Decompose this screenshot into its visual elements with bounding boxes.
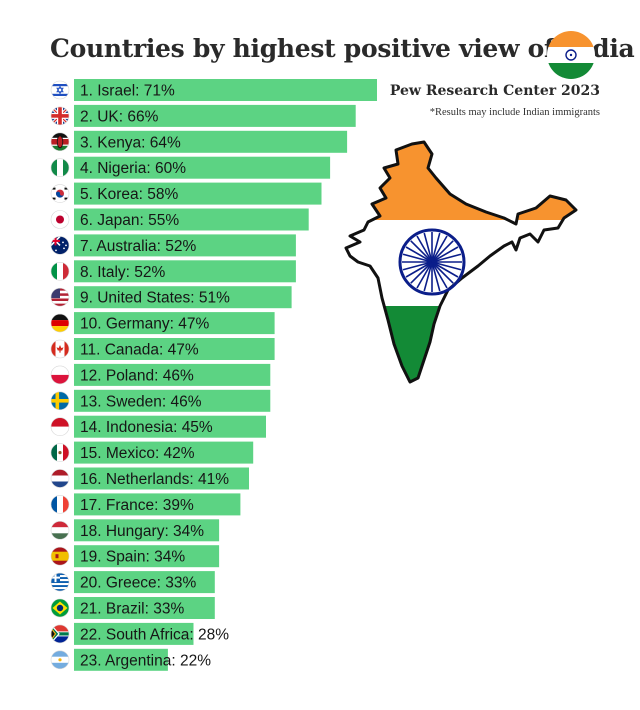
bar-japan	[74, 208, 309, 231]
bar-label: 11. Canada: 47%	[80, 342, 199, 359]
flag-greece-icon	[50, 572, 70, 592]
bar-label: 7. Australia: 52%	[80, 238, 197, 255]
bar-row: 2. UK: 66%	[50, 104, 356, 127]
bar-label: 23. Argentina: 22%	[80, 652, 211, 669]
bar-spain	[74, 545, 220, 568]
bar-row: 8. Italy: 52%	[50, 260, 296, 283]
bar-row: 14. Indonesia: 45%	[50, 415, 266, 438]
bar-row: 9. United States: 51%	[50, 286, 292, 309]
bar-row: 21. Brazil: 33%	[50, 597, 215, 619]
bar-germany	[74, 312, 275, 335]
flag-mexico-icon	[50, 443, 70, 462]
bar-row: 13. Sweden: 46%	[50, 389, 271, 412]
bar-row: 3. Kenya: 64%	[50, 130, 348, 153]
bar-row: 11. Canada: 47%	[50, 338, 275, 360]
bar-label: 4. Nigeria: 60%	[80, 160, 186, 177]
india-map-icon	[344, 140, 578, 384]
bar-row: 4. Nigeria: 60%	[50, 156, 331, 179]
bar-label: 6. Japan: 55%	[80, 212, 179, 229]
bar-label: 17. France: 39%	[80, 497, 194, 514]
bar-row: 20. Greece: 33%	[50, 571, 215, 594]
flag-uk-icon	[50, 106, 70, 126]
flag-kenya-icon	[50, 132, 70, 152]
chart-title: Countries by highest positive view of In…	[50, 34, 635, 63]
flag-south-africa-icon	[50, 624, 70, 644]
flag-indonesia-icon	[50, 417, 70, 437]
bar-label: 2. UK: 66%	[80, 108, 159, 125]
bar-label: 16. Netherlands: 41%	[80, 471, 229, 488]
bar-label: 10. Germany: 47%	[80, 316, 209, 333]
flag-israel-icon	[50, 80, 70, 100]
bar-row: 19. Spain: 34%	[50, 545, 220, 568]
bar-label: 8. Italy: 52%	[80, 264, 166, 281]
bar-row: 1. Israel: 71%	[50, 79, 377, 101]
footnote: *Results may include Indian immigrants	[429, 107, 600, 118]
flag-korea-icon	[50, 184, 70, 203]
bar-label: 3. Kenya: 64%	[80, 134, 181, 151]
flag-hungary-icon	[50, 520, 70, 540]
flag-france-icon	[50, 495, 70, 514]
bar-uk	[74, 104, 356, 127]
bar-argentina	[74, 648, 168, 671]
bar-usa	[74, 286, 292, 309]
bar-label: 13. Sweden: 46%	[80, 393, 202, 410]
bar-mexico	[74, 441, 254, 464]
bar-canada	[74, 338, 275, 360]
bar-israel	[74, 79, 377, 101]
bar-row: 12. Poland: 46%	[50, 363, 271, 386]
bar-label: 14. Indonesia: 45%	[80, 419, 213, 436]
flag-argentina-icon	[50, 650, 70, 670]
flag-usa-icon	[50, 287, 70, 307]
flag-netherlands-icon	[50, 469, 70, 488]
bar-row: 18. Hungary: 34%	[50, 519, 220, 542]
bar-row: 22. South Africa: 28%	[50, 622, 229, 645]
bar-indonesia	[74, 415, 266, 438]
flag-sweden-icon	[50, 391, 70, 411]
bar-nigeria	[74, 156, 331, 179]
bar-greece	[74, 571, 215, 594]
bar-row: 7. Australia: 52%	[50, 234, 296, 257]
bar-row: 23. Argentina: 22%	[50, 648, 211, 671]
bar-label: 18. Hungary: 34%	[80, 523, 204, 540]
bar-poland	[74, 363, 271, 386]
chakra-icon	[398, 228, 466, 296]
bar-label: 9. United States: 51%	[80, 290, 230, 307]
bar-label: 15. Mexico: 42%	[80, 445, 195, 462]
bar-sweden	[74, 389, 271, 412]
flag-canada-icon	[50, 339, 70, 359]
bar-label: 1. Israel: 71%	[80, 83, 175, 100]
bar-south-africa	[74, 622, 194, 645]
flag-poland-icon	[50, 365, 70, 385]
bar-kenya	[74, 130, 348, 153]
bar-australia	[74, 234, 296, 257]
india-flag-badge-icon	[547, 31, 595, 79]
bar-netherlands	[74, 467, 249, 490]
flag-italy-icon	[50, 261, 70, 281]
bar-row: 16. Netherlands: 41%	[50, 467, 249, 490]
bar-korea	[74, 182, 322, 205]
flag-japan-icon	[50, 210, 70, 229]
bar-row: 6. Japan: 55%	[50, 208, 309, 231]
flag-brazil-icon	[50, 598, 70, 618]
bar-row: 15. Mexico: 42%	[50, 441, 254, 464]
flag-nigeria-icon	[50, 158, 70, 177]
source-label: Pew Research Center 2023	[389, 83, 600, 99]
flag-australia-icon	[50, 236, 70, 255]
bar-label: 20. Greece: 33%	[80, 575, 197, 592]
flag-spain-icon	[50, 546, 70, 566]
bar-label: 5. Korea: 58%	[80, 186, 178, 203]
bar-brazil	[74, 597, 215, 619]
bar-france	[74, 493, 241, 516]
bar-row: 10. Germany: 47%	[50, 312, 275, 335]
bar-label: 22. South Africa: 28%	[80, 626, 229, 643]
bar-hungary	[74, 519, 220, 542]
bar-italy	[74, 260, 296, 283]
bar-label: 19. Spain: 34%	[80, 549, 185, 566]
bar-row: 5. Korea: 58%	[50, 182, 322, 205]
flag-germany-icon	[50, 313, 70, 333]
bar-label: 21. Brazil: 33%	[80, 601, 184, 618]
bar-row: 17. France: 39%	[50, 493, 241, 516]
bar-label: 12. Poland: 46%	[80, 367, 194, 384]
